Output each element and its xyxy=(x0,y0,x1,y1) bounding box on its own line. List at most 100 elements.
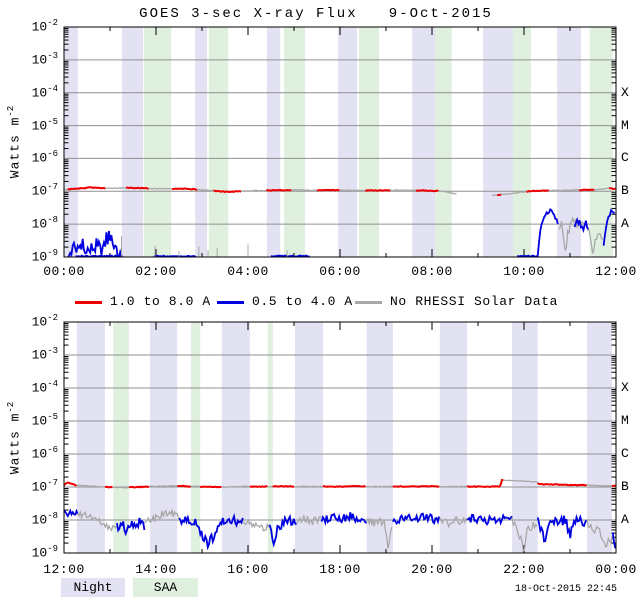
x-tick-label: 16:00 xyxy=(227,562,269,577)
x-tick-label: 06:00 xyxy=(319,264,361,279)
goes-long-red xyxy=(104,485,113,489)
goes-long-red xyxy=(177,484,192,488)
goes-short-7 xyxy=(466,513,513,526)
night-band xyxy=(121,27,144,257)
x-tick-label: 10:00 xyxy=(503,264,545,279)
x-tick-label: 22:00 xyxy=(503,562,545,577)
no-rhessi-4 xyxy=(296,515,322,526)
y-tick-label: 10-7 xyxy=(31,182,58,199)
goes-short-9 xyxy=(611,532,616,549)
goes-short-6 xyxy=(392,512,440,526)
y-tick-label: 10-9 xyxy=(31,544,58,561)
flux-class-letter: B xyxy=(621,183,629,199)
chart-title: GOES 3-sec X-ray Flux 9-Oct-2015 xyxy=(139,6,493,22)
night-band xyxy=(294,322,323,553)
night-band xyxy=(557,27,582,257)
y-tick-label: 10-6 xyxy=(31,149,58,166)
saa-band xyxy=(512,27,531,257)
y-tick-label: 10-3 xyxy=(31,50,58,68)
saa-band xyxy=(267,322,273,553)
legend-line-short-blue xyxy=(217,301,244,304)
x-tick-label: 04:00 xyxy=(227,264,269,279)
night-band xyxy=(366,322,393,553)
no-rhessi-7 xyxy=(511,517,538,553)
panel-bottom xyxy=(63,321,617,554)
goes-long-red xyxy=(249,485,268,489)
y-tick-label: 10-4 xyxy=(31,379,58,396)
x-tick-label: 20:00 xyxy=(411,562,453,577)
goes-long-a-red xyxy=(265,188,292,192)
night-band xyxy=(587,322,612,553)
y-tick-label: 10-8 xyxy=(31,215,58,232)
legend-line-long-red xyxy=(75,301,102,304)
y-tick-label: 10-3 xyxy=(31,346,58,363)
flux-class-letter: M xyxy=(621,413,629,428)
goes-long-b-red xyxy=(526,189,550,193)
goes-short-2 xyxy=(116,517,146,537)
no-rhessi-2 xyxy=(144,507,179,524)
goes-short-mid xyxy=(573,217,590,234)
night-band xyxy=(195,27,208,257)
night-band xyxy=(221,322,250,553)
y-tick-label: 10-9 xyxy=(31,248,58,265)
goes-short-1 xyxy=(64,508,79,519)
x-tick-label: 12:00 xyxy=(595,264,637,279)
y-tick-label: 10-8 xyxy=(31,511,58,528)
flux-class-letter: A xyxy=(621,216,629,232)
legend-label-no-rhessi: No RHESSI Solar Data xyxy=(390,294,559,309)
goes-short-rise xyxy=(602,208,615,246)
panel-frame xyxy=(63,321,617,554)
night-band xyxy=(338,27,358,257)
night-legend-box: Night xyxy=(61,578,125,597)
goes-short-floor3 xyxy=(270,254,310,257)
x-tick-label: 00:00 xyxy=(43,264,85,279)
goes-long-red xyxy=(322,484,366,489)
no-rhessi-6 xyxy=(439,515,467,529)
night-band xyxy=(412,27,436,257)
y-tick-label: 10-5 xyxy=(31,412,58,429)
night-band xyxy=(64,27,78,257)
saa-band xyxy=(435,27,452,257)
goes-long-red xyxy=(128,485,150,489)
y-tick-label: 10-2 xyxy=(31,18,58,35)
goes-long-red xyxy=(466,478,504,489)
goes-long-a-red xyxy=(67,186,106,191)
flux-class-letter: X xyxy=(621,380,629,395)
y-tick-label: 10-2 xyxy=(31,313,58,330)
flux-class-letter: A xyxy=(621,512,629,527)
no-rhessi-8 xyxy=(586,519,614,549)
goes-long-red xyxy=(272,484,295,488)
legend-label-short: 0.5 to 4.0 A xyxy=(252,294,353,309)
goes-short-floor2 xyxy=(153,254,197,257)
x-tick-label: 18:00 xyxy=(319,562,361,577)
saa-band xyxy=(208,27,229,257)
goes-long-b-red xyxy=(608,187,616,191)
flux-class-letter: M xyxy=(621,117,629,133)
y-axis-label: Watts m-2 xyxy=(6,401,23,474)
series-layer xyxy=(64,478,616,553)
saa-band xyxy=(113,322,129,553)
y-tick-label: 10-4 xyxy=(31,83,58,101)
goes-long-b xyxy=(491,187,616,197)
goes-long-red xyxy=(199,485,222,489)
goes-short-8 xyxy=(536,513,588,543)
goes-short-5 xyxy=(320,512,368,527)
goes-long-red xyxy=(392,484,440,488)
creation-timestamp: 18-Oct-2015 22:45 xyxy=(514,584,617,595)
x-tick-label: 14:00 xyxy=(135,562,177,577)
x-tick-label: 08:00 xyxy=(411,264,453,279)
goes-short-3 xyxy=(178,512,244,551)
flux-class-letter: C xyxy=(621,150,629,166)
saa-band xyxy=(144,27,172,257)
goes-long-red xyxy=(537,482,587,487)
y-axis-label: Watts m-2 xyxy=(6,105,23,179)
panel-frame xyxy=(63,26,617,258)
goes-long-b-red xyxy=(578,188,595,192)
x-tick-label: 00:00 xyxy=(595,562,637,577)
goes-long-a-red xyxy=(171,187,198,191)
saa-band xyxy=(283,27,306,257)
goes-short-4 xyxy=(268,513,297,548)
night-band xyxy=(512,322,538,553)
goes-long-a-red xyxy=(125,186,149,190)
